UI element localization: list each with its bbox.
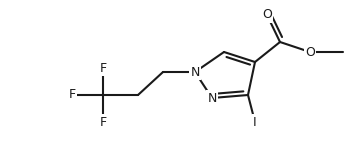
Text: O: O xyxy=(262,8,272,21)
Text: N: N xyxy=(207,91,217,104)
Text: O: O xyxy=(305,45,315,58)
Text: I: I xyxy=(253,115,257,128)
Text: F: F xyxy=(99,115,106,128)
Text: F: F xyxy=(68,89,75,102)
Text: N: N xyxy=(190,66,200,78)
Text: F: F xyxy=(99,62,106,74)
